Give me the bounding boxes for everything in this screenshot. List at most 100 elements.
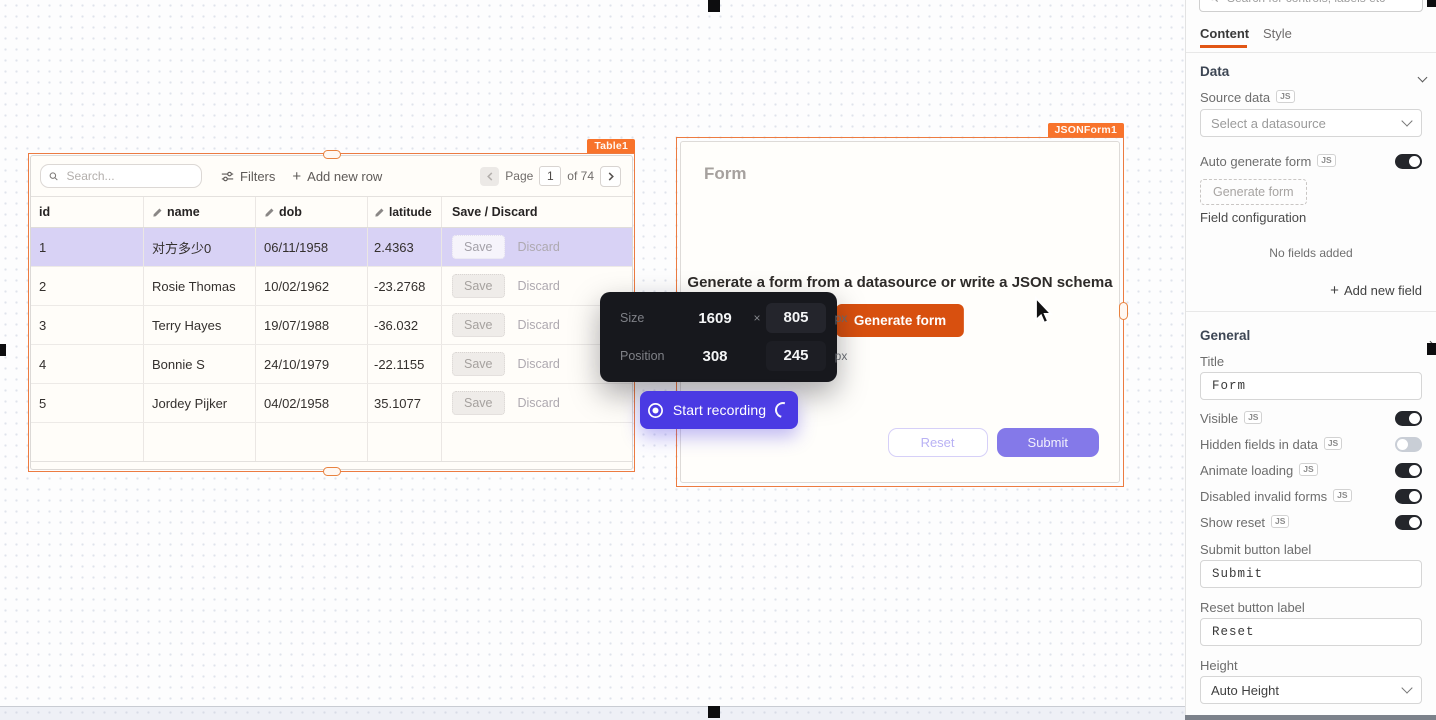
table-row[interactable]: 2 Rosie Thomas 10/02/1962 -23.2768 Save … xyxy=(31,267,632,306)
discard-button[interactable]: Discard xyxy=(517,279,560,293)
datasource-select[interactable]: Select a datasource xyxy=(1200,109,1422,137)
prev-page-button[interactable] xyxy=(480,166,500,186)
cell-name[interactable]: Rosie Thomas xyxy=(144,267,256,305)
crop-handle-top[interactable] xyxy=(708,0,720,12)
table-row[interactable]: 4 Bonnie S 24/10/1979 -22.1155 Save Disc… xyxy=(31,345,632,384)
save-button[interactable]: Save xyxy=(452,391,505,415)
visible-row: Visible JS xyxy=(1200,411,1422,426)
js-badge[interactable]: JS xyxy=(1299,463,1318,476)
resize-handle-top[interactable] xyxy=(323,150,341,159)
js-badge[interactable]: JS xyxy=(1244,411,1263,424)
size-height-value[interactable]: 805 xyxy=(766,303,826,333)
js-badge[interactable]: JS xyxy=(1271,515,1290,528)
cell-id[interactable]: 3 xyxy=(31,306,144,344)
table-widget-tag[interactable]: Table1 xyxy=(587,139,635,153)
form-submit-button[interactable]: Submit xyxy=(996,428,1099,457)
field-configuration-label: Field configuration xyxy=(1200,210,1307,225)
cell-id[interactable]: 5 xyxy=(31,384,144,422)
table-widget-selection-box[interactable]: Table1 Filters + Add new row xyxy=(28,139,635,476)
discard-button[interactable]: Discard xyxy=(517,318,560,332)
js-badge[interactable]: JS xyxy=(1317,154,1336,167)
property-search-input[interactable] xyxy=(1225,0,1414,6)
resize-handle-bottom[interactable] xyxy=(323,467,341,476)
generate-form-button[interactable]: Generate form xyxy=(835,304,965,337)
filters-button[interactable]: Filters xyxy=(221,169,275,184)
crop-handle-right[interactable] xyxy=(1427,343,1436,355)
size-label: Size xyxy=(620,311,645,325)
hidden-fields-toggle[interactable] xyxy=(1395,437,1422,452)
cell-name[interactable]: 对方多少0 xyxy=(144,228,256,266)
tab-content[interactable]: Content xyxy=(1200,26,1250,41)
cell-dob[interactable]: 04/02/1958 xyxy=(256,384,368,422)
cell-latitude[interactable]: 2.4363 xyxy=(368,228,442,266)
position-y-value[interactable]: 245 xyxy=(766,341,826,371)
auto-generate-toggle[interactable] xyxy=(1395,154,1422,169)
generate-form-pane-button[interactable]: Generate form xyxy=(1200,179,1307,205)
page-number-input[interactable] xyxy=(539,166,562,186)
column-header-id[interactable]: id xyxy=(31,197,144,227)
table-row[interactable]: 5 Jordey Pijker 04/02/1958 35.1077 Save … xyxy=(31,384,632,423)
show-reset-toggle[interactable] xyxy=(1395,515,1422,530)
cell-id[interactable]: 1 xyxy=(31,228,144,266)
jsonform-widget-tag[interactable]: JSONForm1 xyxy=(1047,123,1124,137)
save-button[interactable]: Save xyxy=(452,235,505,259)
table-empty-row xyxy=(31,423,632,462)
table-search[interactable] xyxy=(40,164,202,188)
cell-latitude[interactable]: -36.032 xyxy=(368,306,442,344)
cell-name[interactable]: Bonnie S xyxy=(144,345,256,383)
cell-latitude[interactable]: 35.1077 xyxy=(368,384,442,422)
discard-button[interactable]: Discard xyxy=(517,396,560,410)
position-label: Position xyxy=(620,349,665,363)
cell-name[interactable]: Terry Hayes xyxy=(144,306,256,344)
discard-button[interactable]: Discard xyxy=(517,240,560,254)
cell-latitude[interactable]: -22.1155 xyxy=(368,345,442,383)
js-badge[interactable]: JS xyxy=(1333,489,1352,502)
column-header-dob[interactable]: dob xyxy=(256,197,368,227)
js-badge[interactable]: JS xyxy=(1276,90,1295,103)
add-new-field-button[interactable]: + Add new field xyxy=(1330,282,1422,299)
height-select[interactable]: Auto Height xyxy=(1200,676,1422,704)
cell-dob[interactable]: 06/11/1958 xyxy=(256,228,368,266)
cell-name[interactable]: Jordey Pijker xyxy=(144,384,256,422)
position-x-value[interactable]: 308 xyxy=(702,347,728,365)
chevron-down-icon xyxy=(1401,115,1413,127)
crop-handle-top-right[interactable] xyxy=(1427,0,1436,7)
cell-dob[interactable]: 19/07/1988 xyxy=(256,306,368,344)
column-header-name[interactable]: name xyxy=(144,197,256,227)
animate-loading-toggle[interactable] xyxy=(1395,463,1422,478)
submit-label-input[interactable] xyxy=(1200,560,1422,588)
column-header-latitude[interactable]: latitude xyxy=(368,197,442,227)
cell-dob[interactable]: 10/02/1962 xyxy=(256,267,368,305)
start-recording-button[interactable]: Start recording xyxy=(640,391,798,429)
form-reset-button[interactable]: Reset xyxy=(887,428,988,457)
tab-style[interactable]: Style xyxy=(1263,26,1292,41)
crop-handle-bottom[interactable] xyxy=(708,706,720,718)
cell-latitude[interactable]: -23.2768 xyxy=(368,267,442,305)
reset-label-input[interactable] xyxy=(1200,618,1422,646)
save-button[interactable]: Save xyxy=(452,274,505,298)
size-width-value[interactable]: 1609 xyxy=(698,309,732,327)
title-input[interactable] xyxy=(1200,372,1422,400)
cursor-icon xyxy=(1035,295,1054,324)
discard-button[interactable]: Discard xyxy=(517,357,560,371)
canvas-margin xyxy=(0,707,1185,720)
cell-dob[interactable]: 24/10/1979 xyxy=(256,345,368,383)
multiply-symbol: × xyxy=(753,311,761,325)
next-page-button[interactable] xyxy=(600,165,621,187)
table-row[interactable]: 3 Terry Hayes 19/07/1988 -36.032 Save Di… xyxy=(31,306,632,345)
disabled-invalid-toggle[interactable] xyxy=(1395,489,1422,504)
visible-toggle[interactable] xyxy=(1395,411,1422,426)
save-button[interactable]: Save xyxy=(452,352,505,376)
table-row[interactable]: 1 对方多少0 06/11/1958 2.4363 Save Discard xyxy=(31,228,632,267)
resize-handle-right[interactable] xyxy=(1119,302,1128,320)
crop-handle-left[interactable] xyxy=(0,344,6,356)
chevron-down-icon[interactable] xyxy=(1418,72,1428,83)
page-label: Page xyxy=(505,169,534,183)
add-new-row-button[interactable]: + Add new row xyxy=(292,169,382,184)
cell-id[interactable]: 2 xyxy=(31,267,144,305)
save-button[interactable]: Save xyxy=(452,313,505,337)
table-search-input[interactable] xyxy=(64,168,193,184)
property-search[interactable] xyxy=(1199,0,1423,12)
cell-id[interactable]: 4 xyxy=(31,345,144,383)
js-badge[interactable]: JS xyxy=(1323,437,1343,450)
